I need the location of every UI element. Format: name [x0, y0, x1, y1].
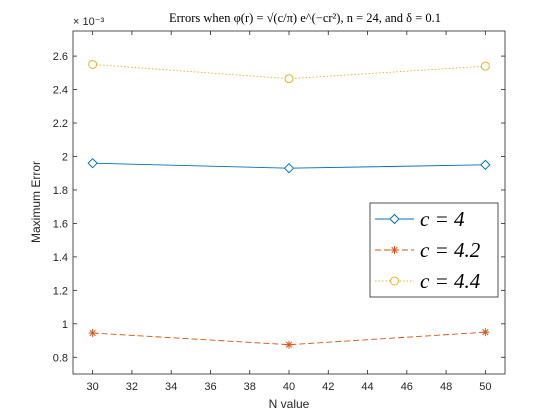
y-tick-label: 1 — [62, 319, 68, 331]
x-tick-label: 30 — [87, 381, 99, 393]
x-tick-label: 46 — [401, 381, 413, 393]
y-tick-label: 1.4 — [53, 252, 68, 264]
legend: c = 4 c = 4.2 c = 4.4 — [369, 202, 499, 298]
x-tick-label: 36 — [204, 381, 216, 393]
legend-label: c = 4 — [420, 207, 465, 231]
x-tick-label: 34 — [165, 381, 177, 393]
legend-marker — [389, 213, 400, 225]
series-group — [87, 59, 491, 349]
data-point — [88, 59, 98, 69]
data-point — [480, 159, 491, 171]
y-tick-label: 2 — [62, 151, 68, 163]
series-line — [92, 331, 486, 346]
legend-label: c = 4.2 — [420, 238, 481, 262]
data-point — [284, 74, 294, 84]
series-2 — [88, 59, 490, 84]
data-point — [481, 328, 490, 337]
x-tick-label: 40 — [283, 381, 295, 393]
series-1 — [88, 328, 490, 349]
data-point — [283, 162, 295, 174]
legend-entry-2: c = 4.4 — [375, 269, 481, 293]
data-point — [87, 157, 98, 169]
x-tick-label: 42 — [322, 381, 334, 393]
legend-label: c = 4.4 — [420, 269, 481, 293]
y-tick-label: 2.6 — [53, 51, 68, 63]
legend-marker — [390, 276, 399, 286]
y-tick-label: 1.6 — [53, 218, 68, 230]
y-tick-label: 0.8 — [53, 352, 68, 364]
y-tick-label: 2.2 — [53, 118, 68, 130]
axis-ticks: 30 32 34 36 38 40 42 44 46 48 50 0.8 1 1.2 1.4 1.6 1.8 2 2… — [53, 31, 505, 393]
y-tick-label: 2.4 — [53, 85, 68, 97]
y-axis-label: Maximum Error — [29, 161, 43, 243]
x-tick-label: 48 — [440, 381, 452, 393]
x-tick-label: 38 — [244, 381, 256, 393]
y-exponent-label: × 10⁻³ — [73, 16, 105, 28]
legend-entry-0: c = 4 — [375, 207, 465, 231]
series-0 — [87, 157, 491, 174]
x-tick-label: 32 — [126, 381, 138, 393]
legend-marker — [390, 246, 399, 254]
data-point — [285, 340, 293, 349]
y-tick-label: 1.8 — [53, 185, 68, 197]
legend-entry-1: c = 4.2 — [375, 238, 481, 262]
x-axis-label: N value — [269, 397, 310, 411]
plot-area — [72, 30, 506, 375]
x-tick-label: 50 — [479, 381, 491, 393]
data-point — [88, 329, 97, 338]
y-tick-label: 1.2 — [53, 285, 68, 297]
data-point — [480, 61, 490, 71]
chart-title: Errors when φ(r) = √(c/π) e^(−cr²), n = … — [169, 11, 441, 25]
x-tick-label: 44 — [361, 381, 373, 393]
